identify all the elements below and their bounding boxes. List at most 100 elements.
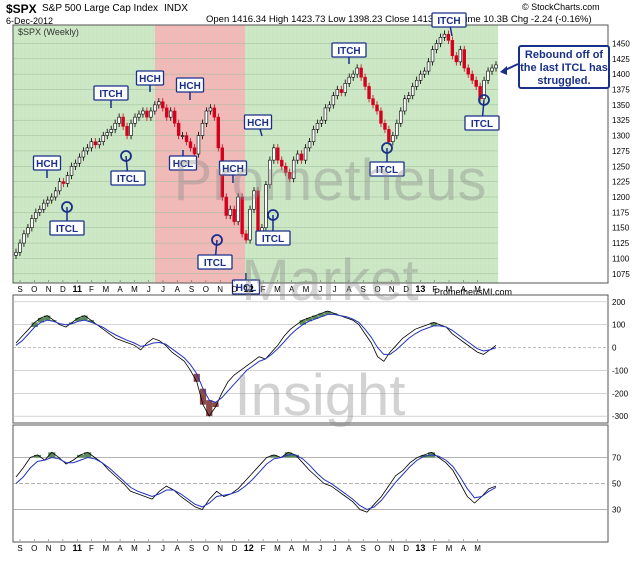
- annotation-box: [135, 70, 165, 86]
- candle-body: [208, 107, 213, 112]
- source-credit: © StockCharts.com: [522, 2, 600, 12]
- price-tick-label: 1225: [612, 178, 630, 187]
- osc-tick-label: -100: [612, 366, 629, 375]
- candle-body: [157, 101, 161, 106]
- annotation-label: ITCL: [376, 165, 398, 176]
- candle-body: [204, 110, 209, 124]
- candle-body: [288, 172, 292, 179]
- candle-body: [57, 181, 62, 192]
- price-tick-label: 1250: [612, 162, 630, 171]
- candle-body: [494, 64, 498, 69]
- annotation-label: HCL: [173, 159, 194, 170]
- price-tick-label: 1075: [612, 270, 630, 279]
- candle-body: [351, 73, 355, 78]
- x-tick-label: M: [303, 544, 310, 553]
- x-tick-label: 12: [244, 284, 254, 294]
- x-tick-label: J: [318, 544, 322, 553]
- candle-body: [303, 147, 308, 161]
- x-tick-label: 11: [72, 543, 82, 553]
- x-tick-label: M: [446, 285, 453, 294]
- x-tick-label: 13: [415, 543, 425, 553]
- candle-body: [391, 135, 395, 143]
- candle-body: [224, 196, 228, 216]
- x-tick-label: A: [346, 544, 352, 553]
- close-label: Close: [385, 14, 410, 25]
- annotation-box: [168, 155, 198, 171]
- candle-body: [434, 43, 439, 50]
- candle-body: [466, 67, 470, 75]
- candle-body: [252, 190, 256, 210]
- oscillator-panel: 200 100 0 -100 -200 -300: [12, 294, 629, 424]
- candle-body: [383, 122, 387, 130]
- price-tick-label: 1125: [612, 239, 630, 248]
- x-axis-bottom: S O N D 11 F M A M J J A S O N D 12 F M A M J J A S O N D 13 F M A M: [17, 539, 481, 553]
- x-tick-label: A: [289, 544, 295, 553]
- candle-body: [34, 212, 38, 219]
- osc-tick-label: 0: [612, 344, 617, 353]
- x-tick-label: F: [432, 544, 437, 553]
- x-tick-label: 12: [244, 543, 254, 553]
- x-tick-label: A: [461, 285, 467, 294]
- x-tick-label: S: [361, 544, 366, 553]
- annotation-box: [231, 279, 261, 295]
- candle-body: [395, 122, 399, 136]
- candle-body: [323, 107, 328, 121]
- x-axis-top: S O N D 11 F M A M J J A S O N D 12 F M A M J J A S O N D 13 F M A M: [17, 280, 481, 294]
- rsi-line: [15, 451, 497, 513]
- annotation-box: [32, 155, 62, 171]
- x-tick-label: S: [189, 544, 194, 553]
- annotation-box: [93, 85, 129, 101]
- x-tick-label: F: [89, 285, 94, 294]
- x-tick-label: J: [147, 544, 151, 553]
- cycle-annotations: HCH ITCL ITCH ITCL HCH HCH HCL ITCL HCH HCL HCH ITC…: [32, 12, 500, 295]
- x-tick-label: O: [374, 544, 380, 553]
- x-tick-label: J: [161, 544, 165, 553]
- osc-y-axis: 200 100 0 -100 -200 -300: [612, 298, 629, 421]
- candle-body: [295, 153, 300, 161]
- callout-arrowhead: [500, 66, 507, 75]
- candle-body: [69, 165, 74, 176]
- candle-body: [339, 89, 343, 93]
- candle-body: [149, 110, 153, 118]
- candle-body: [117, 116, 121, 124]
- x-tick-label: A: [461, 544, 467, 553]
- candle-body: [133, 116, 137, 124]
- x-tick-label: M: [474, 285, 481, 294]
- osc-tick-label: 200: [612, 298, 626, 307]
- rsi-tick-label: 50: [612, 480, 621, 489]
- price-y-axis: 1075 1100 1125 1150 1175 1200 1225 1250 1275 1300…: [612, 39, 630, 278]
- price-tick-label: 1325: [612, 116, 630, 125]
- annotation-box: [243, 114, 273, 130]
- rsi-smooth-line: [15, 454, 497, 511]
- high-label: High: [268, 14, 289, 25]
- candle-body: [188, 141, 193, 149]
- candle-body: [121, 116, 125, 127]
- annotation-label: ITCL: [117, 174, 139, 185]
- x-tick-label: N: [46, 285, 52, 294]
- candle-body: [248, 208, 252, 241]
- x-tick-label: D: [60, 544, 66, 553]
- candle-body: [327, 104, 332, 109]
- candle-body: [77, 156, 82, 164]
- volume-value: 10.3B: [483, 14, 509, 25]
- annotation-box: [110, 170, 146, 186]
- candle-body: [109, 129, 113, 133]
- x-tick-label: N: [389, 285, 395, 294]
- candle-body: [137, 113, 141, 118]
- candle-body: [403, 98, 407, 112]
- annotation-circle: [267, 209, 279, 221]
- candle-body: [18, 242, 22, 253]
- candle-body: [430, 49, 435, 63]
- annotation-box: [369, 161, 405, 177]
- candle-body: [442, 33, 447, 38]
- price-tick-label: 1425: [612, 55, 630, 64]
- price-tick-label: 1100: [612, 254, 630, 263]
- x-tick-label: D: [403, 285, 409, 294]
- candle-body: [307, 141, 312, 149]
- low-value: 1398.23: [348, 14, 383, 25]
- candle-body: [375, 104, 379, 112]
- candle-body: [73, 162, 78, 167]
- annotation-circle: [381, 142, 393, 154]
- candle-body: [30, 218, 34, 229]
- candle-body: [387, 129, 391, 143]
